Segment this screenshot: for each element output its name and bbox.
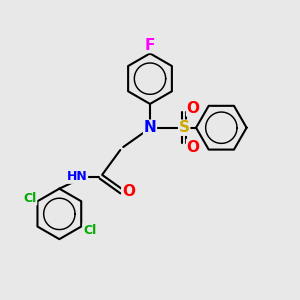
Text: O: O [187, 101, 200, 116]
Text: N: N [144, 120, 156, 135]
Text: F: F [145, 38, 155, 52]
Text: O: O [187, 140, 200, 154]
Text: O: O [122, 184, 135, 199]
Text: HN: HN [67, 170, 88, 183]
Text: S: S [179, 120, 190, 135]
Text: Cl: Cl [23, 192, 37, 205]
Text: Cl: Cl [83, 224, 96, 237]
